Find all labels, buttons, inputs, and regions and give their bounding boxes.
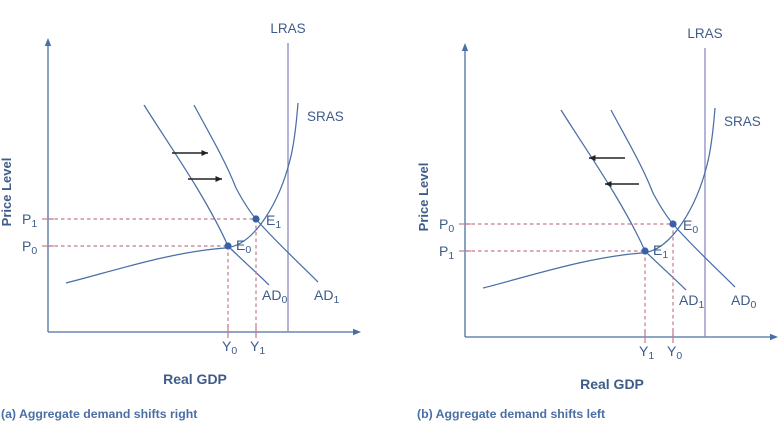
svg-text:P0: P0 bbox=[439, 216, 454, 235]
svg-text:P0: P0 bbox=[22, 238, 37, 257]
svg-text:Y0: Y0 bbox=[222, 338, 237, 357]
svg-text:Real GDP: Real GDP bbox=[580, 376, 644, 392]
svg-text:LRAS: LRAS bbox=[270, 21, 305, 36]
svg-text:Y1: Y1 bbox=[250, 338, 265, 357]
svg-text:SRAS: SRAS bbox=[724, 114, 761, 129]
svg-text:AD0: AD0 bbox=[262, 287, 287, 306]
svg-text:Y0: Y0 bbox=[667, 343, 682, 362]
svg-text:P1: P1 bbox=[22, 211, 37, 230]
svg-text:Real GDP: Real GDP bbox=[163, 371, 227, 387]
svg-text:(b) Aggregate demand shifts le: (b) Aggregate demand shifts left bbox=[417, 407, 605, 421]
svg-text:LRAS: LRAS bbox=[687, 26, 722, 41]
svg-text:Price Level: Price Level bbox=[0, 158, 14, 227]
svg-text:Y1: Y1 bbox=[639, 343, 654, 362]
svg-text:E1: E1 bbox=[653, 242, 668, 261]
svg-text:E0: E0 bbox=[236, 237, 251, 256]
svg-text:Price Level: Price Level bbox=[416, 163, 431, 232]
svg-text:AD0: AD0 bbox=[731, 292, 756, 311]
svg-text:E1: E1 bbox=[266, 212, 281, 231]
svg-text:AD1: AD1 bbox=[679, 292, 704, 311]
svg-text:SRAS: SRAS bbox=[307, 109, 344, 124]
svg-text:P1: P1 bbox=[439, 243, 454, 262]
svg-text:AD1: AD1 bbox=[314, 287, 339, 306]
svg-text:(a) Aggregate demand shifts ri: (a) Aggregate demand shifts right bbox=[1, 407, 197, 421]
svg-text:E0: E0 bbox=[683, 217, 698, 236]
